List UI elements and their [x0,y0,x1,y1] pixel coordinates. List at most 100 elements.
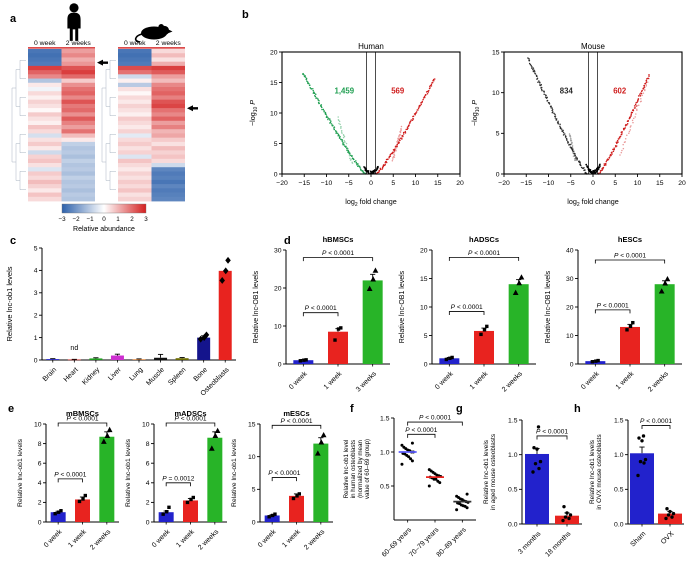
svg-text:20: 20 [456,180,464,187]
svg-text:P < 0.0001: P < 0.0001 [640,418,672,425]
svg-text:0 week: 0 week [257,528,278,549]
svg-text:2 weeks: 2 weeks [66,40,92,47]
svg-text:1 week: 1 week [281,528,302,549]
svg-text:mADSCs: mADSCs [174,409,206,418]
panel-label-a: a [10,13,17,25]
svg-text:3 weeks: 3 weeks [355,370,378,393]
svg-text:0: 0 [570,361,574,368]
svg-text:Relative lnc-ob1 levels: Relative lnc-ob1 levels [589,440,596,504]
svg-text:2: 2 [130,216,134,223]
svg-text:20: 20 [420,247,428,254]
panel-label-h: h [574,403,581,415]
svg-text:2 weeks: 2 weeks [501,370,524,393]
svg-text:10: 10 [566,333,574,340]
svg-text:1: 1 [34,335,38,342]
svg-text:P < 0.0001: P < 0.0001 [614,252,646,259]
svg-text:5: 5 [613,180,617,187]
volcano-plot-mouse: Mouse 834 602 −20 −15 −10 −5 0 5 10 15 20 0 5 10 15 log2… [468,38,690,213]
svg-text:hESCs: hESCs [618,235,642,244]
svg-text:−3: −3 [58,216,66,223]
svg-text:in OVX mouse osteoblasts: in OVX mouse osteoblasts [596,434,603,509]
svg-text:5: 5 [34,245,38,252]
svg-text:in aged mouse osteoblasts: in aged mouse osteoblasts [490,434,497,510]
svg-text:602: 602 [613,86,627,95]
svg-text:8: 8 [38,441,42,448]
svg-text:0.5: 0.5 [380,483,390,490]
svg-text:1.5: 1.5 [614,417,624,424]
svg-text:1 week: 1 week [615,370,636,391]
svg-text:log2 fold change: log2 fold change [345,197,397,208]
svg-text:0: 0 [34,357,38,364]
panel-label-d: d [284,235,291,247]
dot-plot-human-age: Relative lnc-ob1 level in human osteoblas… [342,406,480,569]
svg-text:0.5: 0.5 [508,487,518,494]
svg-text:P < 0.0001: P < 0.0001 [468,250,500,257]
svg-text:Mouse: Mouse [581,42,606,51]
svg-text:mESCs: mESCs [283,409,309,418]
svg-text:P < 0.0001: P < 0.0001 [405,427,437,434]
svg-text:15: 15 [492,49,500,56]
svg-text:20: 20 [274,285,282,292]
svg-text:5: 5 [274,141,278,148]
svg-text:1.5: 1.5 [380,415,390,422]
svg-text:0: 0 [424,361,428,368]
svg-text:1.0: 1.0 [614,452,624,459]
svg-text:0: 0 [591,180,595,187]
bar-chart-aged-mouse: Relative lnc-ob1 levels in aged mouse ost… [482,406,586,569]
svg-text:1.5: 1.5 [508,417,518,424]
svg-text:1 week: 1 week [469,370,490,391]
svg-text:30: 30 [274,247,282,254]
svg-text:P < 0.0001: P < 0.0001 [280,418,312,425]
svg-text:0 week: 0 week [151,528,172,549]
svg-text:P < 0.0001: P < 0.0001 [305,305,337,312]
svg-text:0: 0 [146,519,150,526]
svg-text:0 week: 0 week [580,370,601,391]
svg-text:Relative lnc-OB1 levels: Relative lnc-OB1 levels [545,270,552,343]
svg-text:Relative lnc-ob1 levels: Relative lnc-ob1 levels [483,440,490,504]
panel-a-heatmaps: 0 week 2 weeks 0 week 2 weeks −3 −2 −1 0 1 2 3 Rela… [2,2,240,239]
svg-text:−10: −10 [321,180,333,187]
svg-text:hADSCs: hADSCs [469,235,499,244]
svg-text:Relative lnc-OB1 levels: Relative lnc-OB1 levels [399,270,406,343]
svg-text:10: 10 [634,180,642,187]
svg-text:20: 20 [678,180,686,187]
svg-text:Heart: Heart [63,366,80,383]
svg-text:−20: −20 [498,180,510,187]
svg-text:834: 834 [560,86,574,95]
svg-text:mBMSCs: mBMSCs [66,409,99,418]
svg-text:−15: −15 [298,180,310,187]
svg-text:2 weeks: 2 weeks [89,528,112,551]
svg-text:P < 0.0001: P < 0.0001 [536,428,568,435]
svg-text:4: 4 [146,480,150,487]
svg-text:Sham: Sham [630,530,648,548]
svg-text:−1: −1 [86,216,94,223]
svg-text:2: 2 [146,500,150,507]
svg-text:Human: Human [358,42,384,51]
svg-text:in human osteoblasts: in human osteoblasts [350,440,357,498]
svg-text:−2: −2 [72,216,80,223]
svg-text:Liver: Liver [107,366,123,382]
svg-text:10: 10 [420,304,428,311]
svg-text:value of 60–69 group): value of 60–69 group) [364,439,371,499]
svg-text:20: 20 [270,49,278,56]
svg-text:Bone: Bone [193,366,210,383]
panel-label-b: b [242,9,249,21]
svg-text:P < 0.0001: P < 0.0001 [174,416,206,423]
svg-text:hBMSCs: hBMSCs [323,235,354,244]
svg-text:1.0: 1.0 [380,449,390,456]
svg-text:P < 0.0001: P < 0.0001 [66,416,98,423]
svg-text:(normalized by mean: (normalized by mean [357,440,364,498]
svg-text:80–89 years: 80–89 years [436,526,469,559]
svg-text:2: 2 [38,500,42,507]
svg-text:10: 10 [412,180,420,187]
svg-text:5: 5 [391,180,395,187]
bar-chart-mescs: mESCs Relative lnc-ob1 levels 0 5 10 15 0 week… [230,406,336,569]
svg-text:0 week: 0 week [43,528,64,549]
svg-text:P < 0.0001: P < 0.0001 [419,415,451,422]
svg-text:−log10 P: −log10 P [248,100,259,126]
svg-text:40: 40 [566,247,574,254]
svg-text:0: 0 [38,519,42,526]
svg-text:1,459: 1,459 [335,86,355,95]
svg-text:0 week: 0 week [124,40,146,47]
svg-text:P < 0.0001: P < 0.0001 [597,302,629,309]
